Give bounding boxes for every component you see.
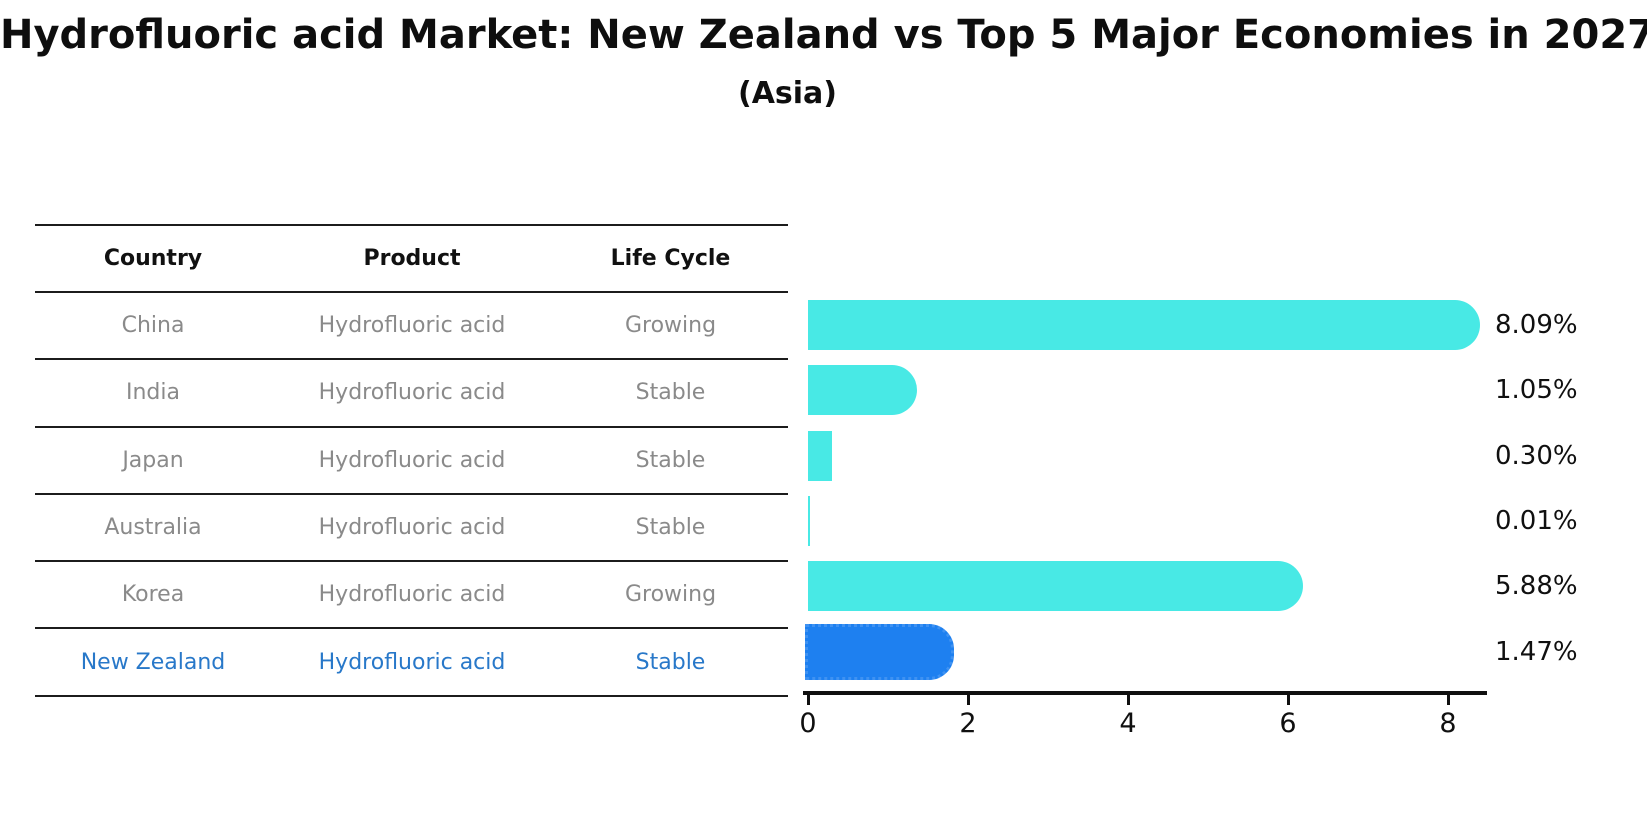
table-cell-country: Korea [121, 582, 185, 608]
table-cell-product: Hydrofluoric acid [318, 380, 506, 406]
bar-value-label: 8.09% [1495, 310, 1578, 340]
x-axis-tick-label: 0 [799, 708, 817, 739]
table-row: Australia Hydrofluoric acid Stable [35, 495, 788, 563]
bar-new-zealand [805, 623, 954, 680]
bar-chart-plot: 8.09% 1.05% 0.30% 0.01% 5.88% 1.47% 0 2 4 6 8 [735, 270, 1647, 770]
table-cell-country: India [126, 380, 180, 406]
x-axis-tick-label: 2 [959, 708, 977, 739]
table-cell-product: Hydrofluoric acid [318, 582, 506, 608]
bar-china [808, 300, 1481, 350]
x-axis-tick-label: 6 [1279, 708, 1297, 739]
table-cell-country: China [121, 313, 185, 339]
bar-value-label: 1.47% [1495, 636, 1578, 667]
table-cell-life-cycle: Growing [624, 313, 717, 339]
table-header-country: Country [103, 246, 203, 271]
chart-title: Hydrofluoric acid Market: New Zealand vs… [0, 12, 1647, 58]
table-header-row: Country Product Life Cycle [35, 226, 788, 293]
table-cell-life-cycle: Stable [635, 515, 706, 541]
bar-value-label: 1.05% [1495, 375, 1578, 406]
table-cell-life-cycle: Stable [635, 649, 706, 675]
table-cell-product: Hydrofluoric acid [318, 447, 506, 473]
comparison-table: Country Product Life Cycle China Hydrofl… [35, 224, 788, 697]
bar-value-label: 5.88% [1495, 571, 1578, 602]
table-cell-product: Hydrofluoric acid [318, 313, 506, 339]
bar-value-label: 0.30% [1495, 440, 1578, 471]
x-axis-tick [1126, 695, 1130, 705]
table-cell-life-cycle: Growing [624, 582, 717, 608]
bar-japan [808, 430, 832, 481]
table-row: India Hydrofluoric acid Stable [35, 360, 788, 428]
table-cell-country: New Zealand [80, 649, 226, 675]
x-axis-tick [1446, 695, 1450, 705]
table-header-product: Product [363, 246, 461, 271]
table-header-life-cycle: Life Cycle [610, 246, 731, 271]
x-axis-tick [966, 695, 970, 705]
table-cell-life-cycle: Stable [635, 447, 706, 473]
chart-subtitle: (Asia) [737, 76, 838, 111]
table-cell-product: Hydrofluoric acid [318, 515, 506, 541]
bar-value-label: 0.01% [1495, 505, 1578, 536]
bar-india [808, 365, 917, 416]
table-cell-life-cycle: Stable [635, 380, 706, 406]
table-cell-country: Australia [104, 515, 202, 541]
x-axis-tick-label: 8 [1439, 708, 1457, 739]
table-row: Korea Hydrofluoric acid Growing [35, 562, 788, 630]
x-axis-line [803, 691, 1487, 695]
x-axis-tick [1286, 695, 1290, 705]
bar-korea [808, 561, 1304, 612]
x-axis-tick-label: 4 [1119, 708, 1137, 739]
bar-australia [808, 495, 810, 546]
table-row-highlight-new-zealand: New Zealand Hydrofluoric acid Stable [35, 629, 788, 697]
table-row: Japan Hydrofluoric acid Stable [35, 428, 788, 495]
x-axis-tick [806, 695, 810, 705]
table-cell-country: Japan [122, 447, 184, 473]
table-cell-product: Hydrofluoric acid [318, 649, 506, 675]
table-row: China Hydrofluoric acid Growing [35, 293, 788, 361]
